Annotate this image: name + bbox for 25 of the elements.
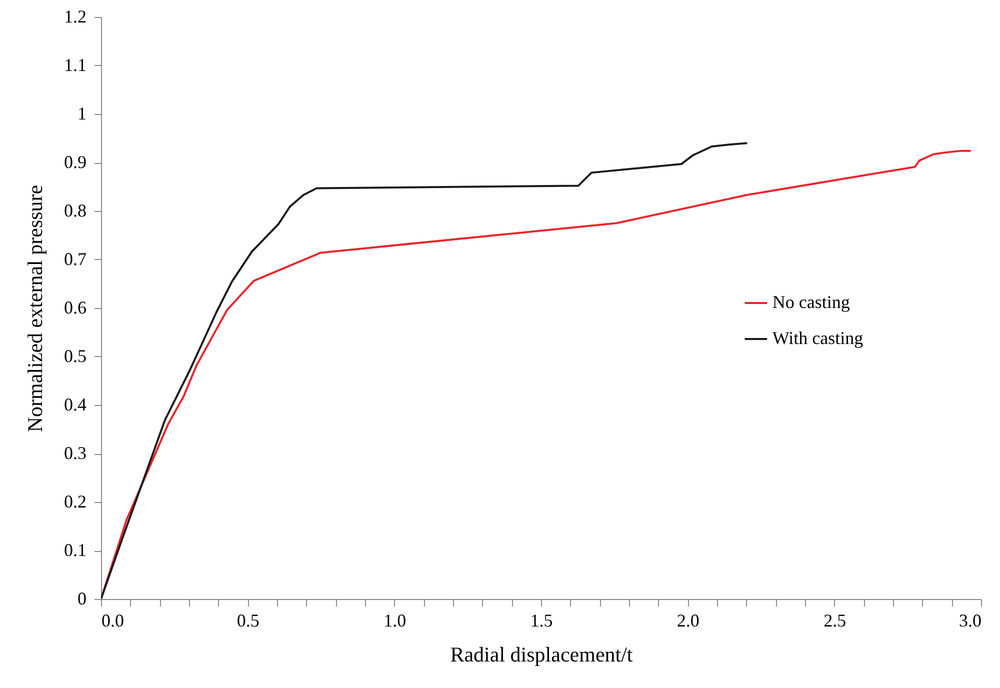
legend-label: With casting xyxy=(772,328,864,348)
legend-label: No casting xyxy=(772,292,850,312)
y-tick-label: 0.6 xyxy=(64,298,86,318)
y-tick-label: 0 xyxy=(78,588,86,608)
x-tick-label: 2.0 xyxy=(676,610,700,630)
y-axis-title: Normalized external pressure xyxy=(23,184,47,432)
y-tick-label: 0.4 xyxy=(64,394,86,414)
y-tick-label: 1.1 xyxy=(64,55,86,75)
x-tick-label: 1.5 xyxy=(530,610,553,630)
y-tick-label: 0.5 xyxy=(64,346,86,366)
x-tick-label: 3.0 xyxy=(959,610,982,630)
y-tick-label: 0.9 xyxy=(64,152,86,172)
y-tick-label: 0.3 xyxy=(64,443,86,463)
y-tick-label: 0.7 xyxy=(64,249,86,269)
x-tick-label: 0.5 xyxy=(236,610,260,630)
x-tick-label: 0.0 xyxy=(102,610,124,630)
y-tick-label: 1 xyxy=(78,104,86,124)
y-tick-label: 1.2 xyxy=(64,6,86,26)
line-series xyxy=(101,142,748,599)
y-tick-label: 0.2 xyxy=(64,492,86,512)
x-axis-title: Radial displacement/t xyxy=(450,642,633,666)
y-tick-label: 0.8 xyxy=(64,200,86,220)
x-tick-label: 1.0 xyxy=(384,610,406,630)
y-tick-label: 0.1 xyxy=(64,540,86,560)
x-tick-label: 2.5 xyxy=(824,610,846,630)
